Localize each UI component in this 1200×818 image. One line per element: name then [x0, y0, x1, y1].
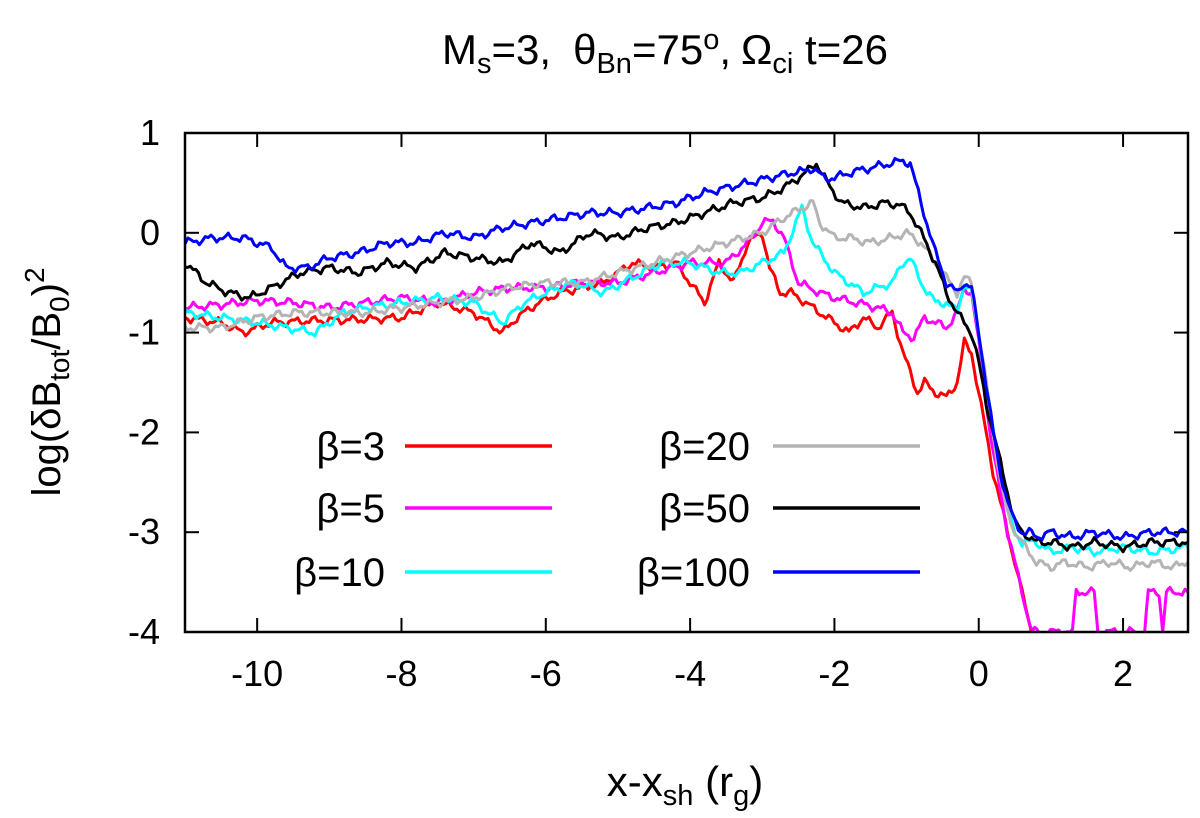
y-tick-label: -3: [128, 511, 160, 552]
tick-layer: -10 -8 -6 -4 -2 0 2-4-3-2-101: [128, 112, 1188, 694]
legend: β=3 β=5 β=10 β=20 β=50 β=100: [294, 425, 920, 595]
series-layer: [185, 157, 1188, 632]
plot-frame: [183, 131, 1190, 634]
series-line-3: [185, 203, 1188, 558]
legend-label: β=10: [294, 551, 385, 595]
x-tick-label: -10: [231, 653, 283, 694]
y-tick-label: -4: [128, 611, 160, 652]
legend-label: β=100: [637, 551, 750, 595]
x-tick-label: -6: [530, 653, 562, 694]
y-tick-label: 1: [140, 112, 160, 153]
series-line-2: [185, 216, 1188, 632]
legend-label: β=5: [316, 487, 385, 531]
y-tick-label: 0: [140, 212, 160, 253]
x-axis-label: x-xsh (rg): [607, 758, 763, 812]
x-tick-label: 2: [1113, 653, 1133, 694]
legend-label: β=3: [316, 425, 385, 469]
legend-label: β=50: [659, 487, 750, 531]
legend-label: β=20: [659, 425, 750, 469]
chart-title: Ms=3, θBn=75o, Ωci t=26: [442, 24, 888, 80]
x-tick-label: -4: [674, 653, 706, 694]
x-tick-label: -8: [385, 653, 417, 694]
series-line-4: [185, 199, 1188, 572]
y-axis-label: log(δBtot/B0)2: [19, 267, 75, 496]
x-tick-label: -2: [818, 653, 850, 694]
y-tick-label: -1: [128, 312, 160, 353]
y-tick-label: -2: [128, 411, 160, 452]
x-tick-label: 0: [969, 653, 989, 694]
series-line-6: [185, 157, 1188, 541]
